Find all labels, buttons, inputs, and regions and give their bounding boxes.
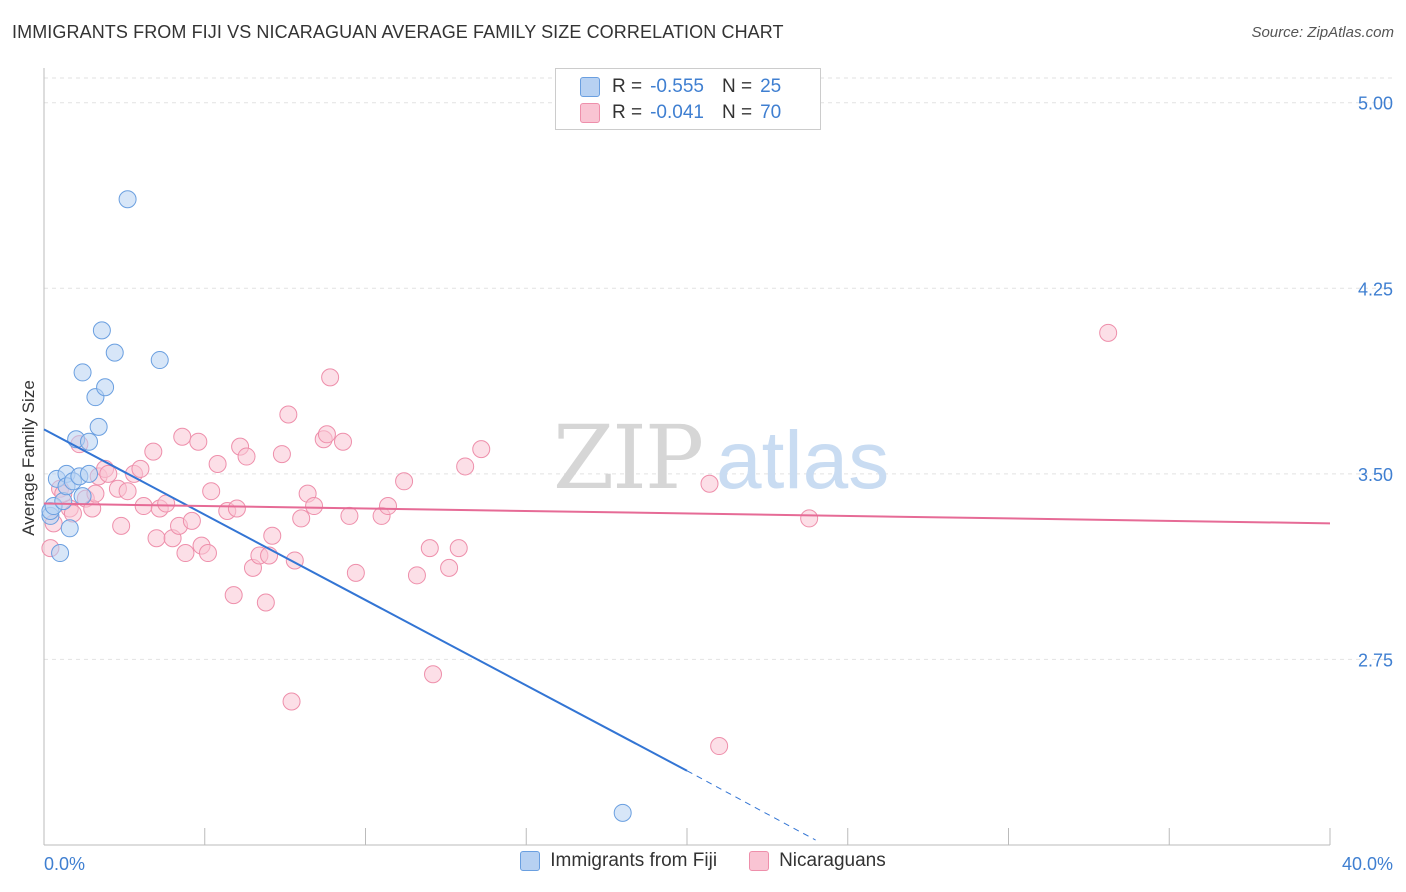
legend-n-value: 25 — [760, 76, 782, 97]
legend-swatch-fiji — [520, 851, 541, 871]
nicaraguans-point — [144, 442, 163, 461]
y-axis-label: Average Family Size — [19, 380, 38, 536]
source-credit: Source: ZipAtlas.com — [1251, 24, 1394, 41]
legend-label-fiji: Immigrants from Fiji — [550, 850, 718, 871]
legend-swatch-nicaraguans — [749, 851, 770, 871]
nicaraguans-point — [321, 368, 340, 387]
fiji-point — [80, 432, 99, 451]
nicaraguans-point — [282, 692, 301, 711]
nicaraguans-points — [41, 323, 1118, 756]
nicaraguans-point — [1099, 323, 1118, 342]
nicaraguans-point — [305, 497, 324, 516]
nicaraguans-point — [173, 427, 192, 446]
x-tick-label: 40.0% — [1342, 854, 1393, 874]
nicaraguans-point — [407, 566, 426, 585]
legend-swatch-fiji — [580, 77, 600, 97]
nicaraguans-point — [99, 464, 118, 483]
fiji-point — [613, 803, 632, 822]
nicaraguans-point — [189, 432, 208, 451]
stats-legend: R = -0.555 N = 25 R = -0.041 N = 70 — [555, 68, 821, 130]
tick-labels: 2.75 3.50 4.25 5.00 0.0% 40.0% — [44, 94, 1393, 874]
fiji-point — [51, 544, 70, 563]
nicaraguans-point — [176, 544, 195, 563]
legend-r-label: R = — [612, 102, 643, 123]
watermark-atlas: atlas — [716, 415, 889, 506]
nicaraguans-point — [202, 482, 221, 501]
fiji-point — [73, 363, 92, 382]
nicaraguans-point — [112, 516, 131, 535]
y-tick-label: 5.00 — [1358, 94, 1393, 114]
nicaraguans-point — [198, 544, 217, 563]
nicaraguans-point — [147, 529, 166, 548]
nicaraguans-point — [340, 506, 359, 525]
fiji-point — [118, 190, 137, 209]
legend-row-fiji: R = -0.555 N = 25 — [580, 74, 781, 100]
legend-row-nicaraguans: R = -0.041 N = 70 — [580, 100, 781, 126]
nicaraguans-point — [449, 539, 468, 558]
nicaraguans-point — [440, 558, 459, 577]
nicaraguans-point — [263, 526, 282, 545]
nicaraguans-point — [131, 459, 150, 478]
nicaraguans-trend-line — [43, 502, 1331, 525]
legend-n-label: N = — [721, 102, 753, 123]
legend-r-value: -0.555 — [650, 76, 704, 97]
nicaraguans-point — [424, 665, 443, 684]
trend-lines — [43, 428, 1331, 841]
y-tick-label: 4.25 — [1358, 279, 1393, 299]
y-tick-label: 3.50 — [1358, 465, 1393, 485]
legend-item-fiji[interactable]: Immigrants from Fiji — [520, 850, 717, 872]
nicaraguans-point — [346, 563, 365, 582]
watermark-zip: ZIP — [553, 406, 702, 509]
nicaraguans-point — [272, 445, 291, 464]
nicaraguans-point — [279, 405, 298, 424]
nicaraguans-point — [237, 447, 256, 466]
nicaraguans-point — [710, 737, 729, 756]
legend-swatch-nicaraguans — [580, 103, 600, 123]
nicaraguans-point — [395, 472, 414, 491]
legend-n-label: N = — [721, 76, 753, 97]
fiji-points — [41, 190, 632, 822]
legend-r-value: -0.041 — [650, 102, 704, 123]
fiji-point — [60, 519, 79, 538]
nicaraguans-point — [456, 457, 475, 476]
fiji-point — [92, 321, 111, 340]
nicaraguans-point — [379, 497, 398, 516]
nicaraguans-point — [208, 454, 227, 473]
fiji-trend-extension — [686, 770, 816, 841]
legend-r-label: R = — [612, 76, 643, 97]
nicaraguans-point — [256, 593, 275, 612]
legend-label-nicaraguans: Nicaraguans — [779, 850, 886, 871]
fiji-point — [96, 378, 115, 397]
fiji-point — [89, 417, 108, 436]
nicaraguans-point — [472, 440, 491, 459]
fiji-point — [80, 464, 99, 483]
series-legend: Immigrants from Fiji Nicaraguans — [0, 850, 1406, 872]
nicaraguans-point — [333, 432, 352, 451]
nicaraguans-point — [292, 509, 311, 528]
nicaraguans-point — [800, 509, 819, 528]
nicaraguans-point — [317, 425, 336, 444]
y-tick-label: 2.75 — [1358, 650, 1393, 670]
nicaraguans-point — [224, 586, 243, 605]
nicaraguans-point — [118, 482, 137, 501]
nicaraguans-point — [227, 499, 246, 518]
nicaraguans-point — [182, 511, 201, 530]
fiji-trend-line — [43, 428, 688, 772]
fiji-point — [150, 351, 169, 370]
nicaraguans-point — [700, 474, 719, 493]
x-tick-label: 0.0% — [44, 854, 85, 874]
fiji-point — [54, 492, 73, 511]
fiji-point — [105, 343, 124, 362]
legend-n-value: 70 — [760, 102, 782, 123]
legend-item-nicaraguans[interactable]: Nicaraguans — [749, 850, 886, 872]
fiji-point — [73, 487, 92, 506]
chart-title: IMMIGRANTS FROM FIJI VS NICARAGUAN AVERA… — [12, 22, 784, 42]
nicaraguans-point — [420, 539, 439, 558]
axes — [43, 68, 1331, 846]
